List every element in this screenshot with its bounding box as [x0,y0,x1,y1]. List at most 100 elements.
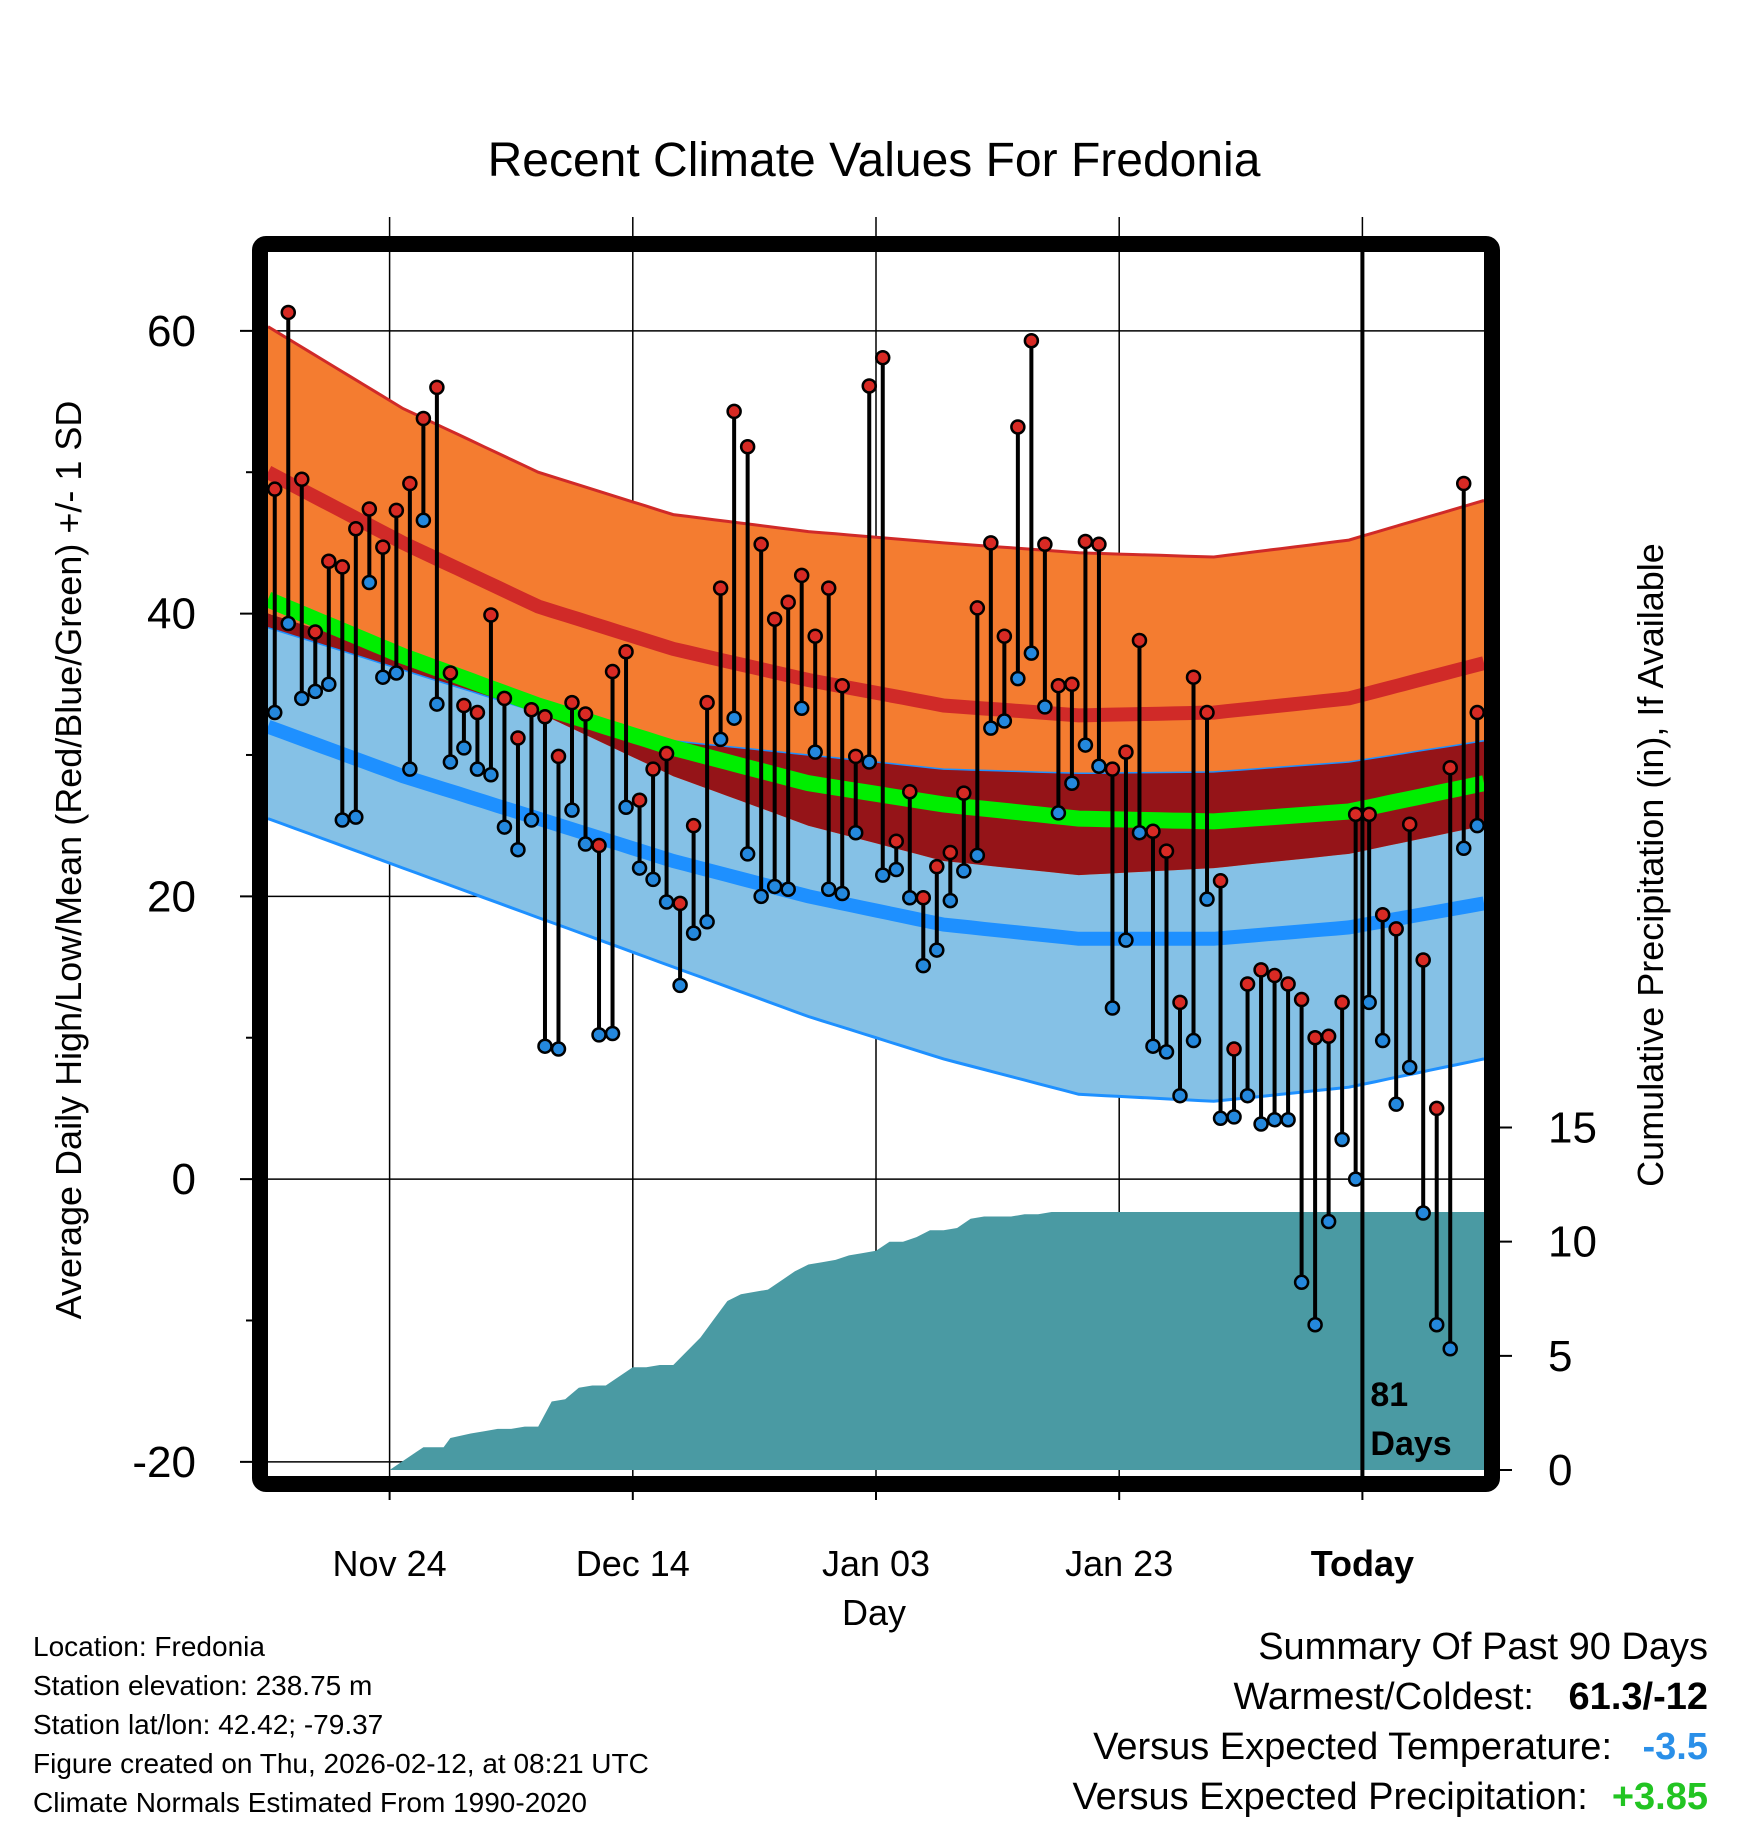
daily-low-point [658,894,675,910]
today-line-group: 81 Days [1360,246,1452,1476]
daily-high-point [1374,906,1391,923]
today-days-number: 81 [1370,1376,1408,1414]
daily-high-point [983,535,999,551]
daily-low-point [280,615,297,632]
daily-low-point [1280,1111,1296,1128]
today-days-label: Days [1370,1425,1451,1463]
daily-high-point [1239,976,1256,992]
daily-high-point [780,594,796,611]
daily-high-point [1104,761,1121,777]
chart-title: Recent Climate Values For Fredonia [487,134,1261,187]
daily-high-point [807,628,823,644]
daily-low-point [1266,1111,1283,1128]
daily-high-point [348,521,364,537]
x-tick-label: Dec 14 [576,1543,690,1584]
daily-high-point [1023,332,1040,349]
daily-high-point [1293,991,1310,1008]
daily-high-point [577,706,594,722]
daily-high-point [915,890,932,906]
daily-high-point [442,665,459,681]
daily-high-point [1091,536,1107,553]
daily-high-point [1442,759,1458,776]
daily-high-point [1064,676,1080,693]
daily-low-point [375,669,391,685]
daily-high-point [523,701,540,718]
daily-high-point [280,304,297,321]
daily-low-point [1064,775,1080,791]
daily-high-point [793,567,810,584]
temp-anomaly-value: -3.5 [1642,1726,1708,1768]
daily-high-point [861,378,877,394]
daily-low-point [348,809,364,825]
daily-low-point [631,860,648,876]
axes: -20 0 20 40 60 Nov 24 Dec 14 Jan 03 Jan 23 Today 0… [132,307,1597,1584]
daily-high-point [766,611,783,627]
daily-low-point [1226,1109,1242,1125]
daily-high-point [847,748,864,765]
precipitation-area [389,1212,1485,1470]
x-axis-label: Day [841,1592,907,1633]
daily-high-point [267,481,283,497]
normals-text: Climate Normals Estimated From 1990-2020 [33,1787,587,1818]
daily-low-point [969,847,986,864]
y2-tick-label: 5 [1548,1332,1572,1381]
daily-high-point [537,709,553,725]
daily-low-point [564,802,580,818]
latlon-text: Station lat/lon: 42.42; -79.37 [33,1709,384,1740]
daily-high-point [550,748,567,765]
daily-low-point [1361,994,1377,1011]
daily-high-point [415,410,432,427]
daily-low-point [1388,1096,1404,1112]
daily-high-point [483,607,499,623]
daily-high-point [1469,704,1485,721]
x-tick-label: Jan 23 [1065,1543,1173,1584]
daily-low-point [1118,932,1134,948]
daily-high-point [510,730,526,746]
daily-high-point [1037,536,1053,553]
daily-low-point [334,812,351,828]
daily-low-point [1455,840,1472,857]
x-tick-label: Today [1311,1543,1414,1584]
y-axis-label: Average Daily High/Low/Mean (Red/Blue/Gr… [48,400,89,1320]
precip-anomaly-label: Versus Expected Precipitation: [1072,1776,1588,1818]
daily-low-point [1131,824,1148,841]
daily-high-point [631,792,648,808]
daily-high-point [1401,816,1418,832]
daily-high-point [645,761,661,777]
daily-high-point [604,663,621,680]
daily-low-point [834,885,850,902]
y-tick-label: 20 [147,872,196,921]
station-info: Location: Fredonia Station elevation: 23… [33,1627,649,1822]
daily-high-point [1361,806,1377,823]
daily-high-point [1347,806,1364,823]
location-text: Location: Fredonia [33,1631,265,1662]
daily-low-point [942,892,959,909]
daily-low-point [1428,1316,1445,1333]
daily-low-point [1374,1032,1391,1049]
daily-high-point [1077,533,1094,550]
daily-low-point [1347,1171,1364,1187]
y2-tick-label: 15 [1548,1104,1597,1153]
daily-high-point [334,559,351,575]
daily-high-point [1158,843,1175,859]
daily-low-point [1104,1000,1121,1016]
daily-low-point [1145,1038,1161,1054]
summary-temp-row: Versus Expected Temperature: -3.5 [1072,1722,1708,1772]
daily-low-point [1307,1316,1323,1333]
daily-high-point [1307,1029,1323,1046]
summary-heading: Summary Of Past 90 Days [1258,1626,1708,1668]
daily-low-point [1293,1274,1310,1291]
y-tick-label: 0 [172,1155,196,1204]
daily-high-point [1199,704,1215,721]
summary-panel: Summary Of Past 90 Days Warmest/Coldest:… [1072,1622,1708,1822]
daily-low-point [1091,758,1107,775]
daily-low-point [1037,699,1053,715]
daily-low-point [1320,1213,1337,1230]
warmest-label: Warmest/Coldest: [1233,1676,1534,1718]
daily-high-point [942,844,959,861]
daily-low-point [1469,817,1485,834]
daily-high-point [875,349,891,366]
daily-low-point [550,1041,567,1057]
daily-high-point [1388,921,1404,937]
